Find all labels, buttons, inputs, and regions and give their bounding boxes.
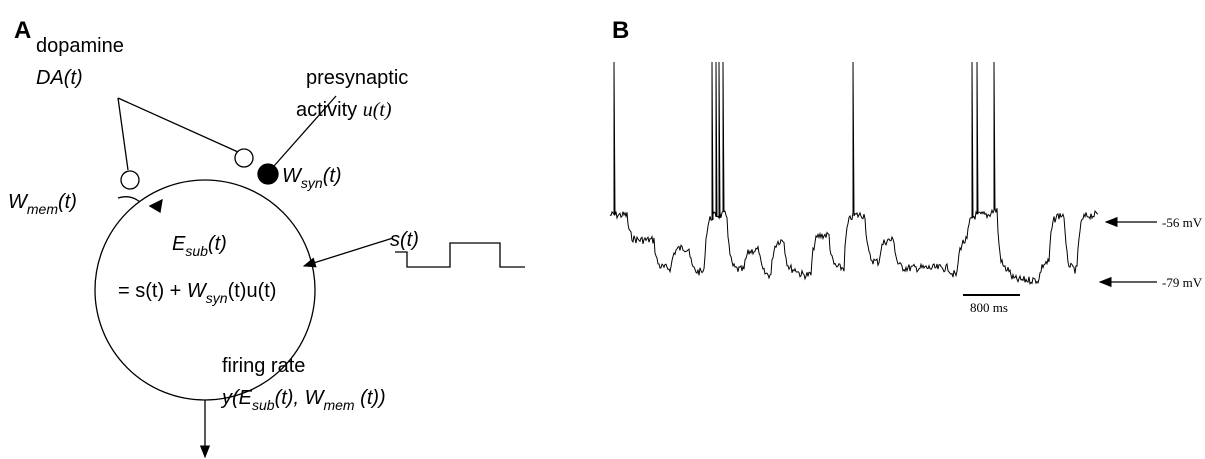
connector (117, 97, 129, 171)
connector (273, 95, 337, 167)
synapse-open (234, 148, 254, 168)
presynaptic-label: activity u(t) (296, 99, 392, 121)
panel-label: B (612, 17, 629, 44)
synapse-open (120, 170, 140, 190)
e-sub: Esub(t) (172, 233, 227, 259)
synapse-filled (257, 163, 279, 185)
connector (117, 97, 239, 153)
input-label: s(t) (390, 229, 419, 251)
w-syn: Wsyn(t) (282, 165, 342, 191)
voltage-trace (609, 61, 1099, 285)
output-label: firing rate (222, 355, 305, 377)
dopamine-label: dopamine (36, 35, 124, 57)
output-formula: y(Esub(t), Wmem (t)) (220, 387, 386, 413)
input-arrow (302, 237, 394, 268)
level-label: -79 mV (1162, 275, 1203, 290)
equation: = s(t) + Wsyn(t)u(t) (118, 280, 276, 306)
dopamine-signal: DA(t) (36, 67, 83, 89)
level-label: -56 mV (1162, 215, 1203, 230)
w-mem: Wmem(t) (8, 191, 77, 217)
presynaptic-label: presynaptic (306, 67, 408, 89)
tick (117, 196, 141, 203)
square-wave (395, 242, 525, 268)
panel-label: A (14, 17, 31, 44)
scale-label: 800 ms (970, 300, 1008, 315)
triangle (148, 198, 163, 214)
